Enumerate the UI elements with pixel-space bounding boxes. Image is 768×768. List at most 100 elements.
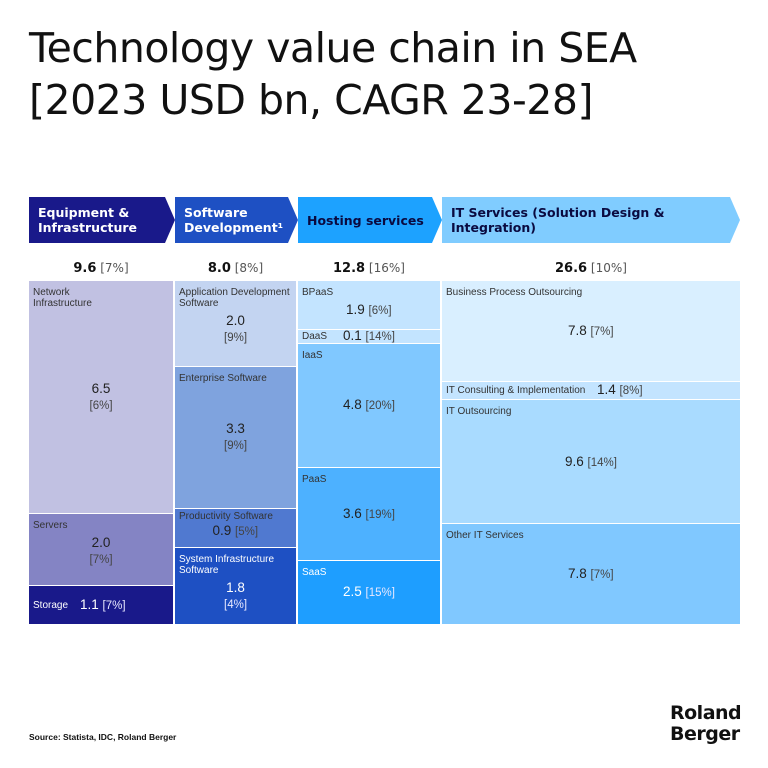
segment-value-number: 1.4 — [597, 382, 616, 398]
title-line-2: [2023 USD bn, CAGR 23-28] — [29, 76, 593, 124]
segment-label: DaaS — [302, 331, 328, 343]
segment-value: 1.1 [7%] — [80, 597, 126, 614]
segment-cagr: [9%] — [224, 440, 248, 453]
column-total-cagr: [7%] — [100, 261, 129, 275]
segment-value: 3.6 [19%] — [343, 506, 395, 523]
column-total: 26.6 [10%] — [442, 261, 740, 276]
segment-cagr: [14%] — [587, 456, 617, 469]
segment-label: IT Consulting & Implementation — [446, 385, 586, 397]
segment-value: 7.8 [7%] — [568, 566, 614, 583]
segment-label: Productivity Software — [179, 510, 273, 522]
segment-label: Network Infrastructure — [33, 287, 92, 309]
segment-cagr: [7%] — [590, 569, 614, 582]
segment-cagr: [20%] — [365, 400, 395, 413]
segment-value: 2.0 [7%] — [90, 535, 113, 568]
segment-value-number: 2.5 — [343, 584, 362, 600]
column-header-banner: IT Services (Solution Design & Integrati… — [442, 197, 740, 243]
roland-berger-logo: Roland Berger — [670, 702, 742, 745]
column-total: 9.6 [7%] — [29, 261, 173, 276]
column-total-value: 8.0 — [207, 261, 231, 276]
segment-value: 3.3 [9%] — [224, 421, 247, 454]
segment-label: IaaS — [302, 349, 323, 361]
segment-label: Other IT Services — [446, 530, 524, 542]
column-header-banner: Equipment & Infrastructure — [29, 197, 175, 243]
segment-cagr: [9%] — [224, 332, 248, 344]
segment-cagr: [14%] — [365, 331, 395, 344]
segment-value-number: 0.9 — [212, 522, 232, 538]
column-total-value: 12.8 — [333, 261, 366, 276]
segment: SaaS 2.5 [15%] — [298, 560, 440, 625]
segment-cagr: [7%] — [102, 599, 126, 612]
segment-value: 0.1 [14%] — [343, 328, 395, 345]
source-note: Source: Statista, IDC, Roland Berger — [29, 732, 177, 742]
segment-value-number: 3.3 — [226, 421, 245, 437]
title-line-1: Technology value chain in SEA — [29, 24, 637, 72]
segment-label: System Infrastructure Software — [179, 553, 275, 576]
column-total-value: 9.6 — [73, 261, 97, 276]
segment-value: 7.8 [7%] — [568, 323, 614, 340]
segment-value: 0.9 [5%] — [213, 523, 259, 540]
segment-value-number: 1.1 — [80, 596, 99, 612]
segment-cagr: [5%] — [235, 525, 259, 538]
segment: Business Process Outsourcing 7.8 [7%] — [442, 281, 740, 382]
segment-label: Servers — [33, 519, 68, 531]
segment-value-number: 0.1 — [343, 328, 362, 344]
segment: BPaaS 1.9 [6%] — [298, 281, 440, 330]
segment: IT Consulting & Implementation 1.4 [8%] — [442, 381, 740, 400]
column-total-cagr: [10%] — [590, 261, 627, 275]
segment: IT Outsourcing 9.6 [14%] — [442, 399, 740, 525]
segment: Enterprise Software 3.3 [9%] — [175, 367, 296, 509]
logo-line-2: Berger — [670, 723, 740, 745]
segment-label: IT Outsourcing — [446, 405, 512, 417]
segment-label: Business Process Outsourcing — [446, 287, 583, 298]
segment-label: BPaaS — [302, 287, 334, 298]
segment-cagr: [8%] — [619, 385, 643, 398]
segment: Network Infrastructure 6.5 [6%] — [29, 281, 173, 514]
segment: IaaS 4.8 [20%] — [298, 343, 440, 468]
column-total: 8.0 [8%] — [175, 261, 296, 276]
segment: System Infrastructure Software 1.8 [4%] — [175, 547, 296, 625]
segment-value-number: 1.9 — [346, 302, 365, 317]
segment-cagr: [19%] — [365, 508, 395, 521]
segment-label: Storage — [33, 599, 69, 611]
segment-label: SaaS — [302, 566, 327, 578]
segment-value-number: 3.6 — [343, 505, 362, 521]
segment: Storage 1.1 [7%] — [29, 585, 173, 625]
segment-value-number: 2.0 — [91, 534, 111, 550]
segment-value-number: 6.5 — [91, 380, 111, 396]
segment-cagr: [4%] — [224, 598, 248, 611]
segment-label: Application Development Software — [179, 287, 290, 309]
segment-value: 1.9 [6%] — [346, 302, 392, 319]
segment-value: 2.5 [15%] — [343, 584, 395, 601]
chart-title: Technology value chain in SEA [2023 USD b… — [29, 22, 637, 126]
segment: Servers 2.0 [7%] — [29, 513, 173, 586]
segment-value-number: 1.8 — [226, 579, 245, 595]
segment-value-number: 9.6 — [565, 453, 584, 469]
segment-value-number: 7.8 — [568, 566, 587, 582]
column-total-value: 26.6 — [555, 261, 588, 276]
column-total-cagr: [8%] — [234, 261, 264, 275]
segment-value-number: 4.8 — [343, 397, 362, 413]
segment-value-number: 2.0 — [226, 313, 245, 328]
segment: Other IT Services 7.8 [7%] — [442, 524, 740, 625]
segment-cagr: [7%] — [590, 325, 614, 338]
segment-label: PaaS — [302, 473, 327, 485]
segment-value: 1.8 [4%] — [224, 580, 247, 613]
segment-value: 6.5 [6%] — [90, 381, 113, 414]
segment: Productivity Software 0.9 [5%] — [175, 508, 296, 548]
segment-value: 4.8 [20%] — [343, 397, 395, 414]
segment-value: 1.4 [8%] — [597, 382, 643, 399]
segment: DaaS 0.1 [14%] — [298, 328, 440, 345]
segment: PaaS 3.6 [19%] — [298, 467, 440, 561]
logo-line-1: Roland — [670, 702, 742, 724]
segment-cagr: [15%] — [365, 587, 395, 600]
column-header-banner: Software Development¹ — [175, 197, 298, 243]
segment-value: 2.0 [9%] — [224, 313, 247, 346]
segment-cagr: [7%] — [89, 553, 113, 566]
segment-label: Enterprise Software — [179, 373, 267, 384]
segment-value: 9.6 [14%] — [565, 454, 617, 471]
column-header-banner: Hosting services — [298, 197, 442, 243]
column-total-cagr: [16%] — [368, 261, 405, 275]
segment-value-number: 7.8 — [568, 322, 587, 338]
segment-cagr: [6%] — [89, 399, 113, 412]
